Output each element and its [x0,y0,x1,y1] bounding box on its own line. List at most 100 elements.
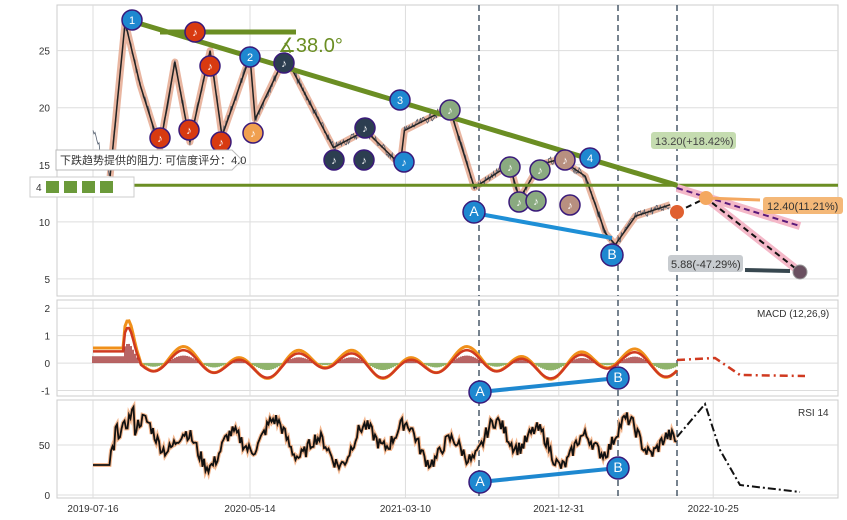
projection-label-down: 5.88(-47.29%) [668,255,743,272]
rsi-B-marker [606,456,630,480]
rsi-projection [676,401,801,493]
projection-end-marker [792,264,808,280]
note-marker [184,21,206,43]
note-marker [242,122,264,144]
note-marker-label: ♪ [186,125,192,137]
note-marker-label: ♪ [401,157,407,169]
y-tick-label: 2 [44,304,50,315]
projection-line-up [676,187,801,227]
rsi-line [93,404,677,476]
svg-text:12.40(11.21%): 12.40(11.21%) [767,201,838,213]
macd-B-marker [606,366,630,390]
macd-signal-line [93,326,678,380]
note-marker-label: ♪ [447,105,453,117]
note-marker [354,117,376,139]
wave-A-marker-label: A [469,203,479,219]
wave-4-marker-label: 4 [587,153,593,165]
note-marker-label: ♪ [537,165,543,177]
macd-A-marker-label: A [475,383,485,399]
wave-2-marker-label: 2 [247,52,253,64]
note-marker-label: ♪ [192,27,198,39]
note-marker-label: ♪ [567,200,573,212]
y-tick-label: 0 [44,491,50,502]
wave-3-marker-label: 3 [397,95,403,107]
wave-B-marker [600,243,624,267]
rsi-divergence-line [479,466,619,484]
note-marker-label: ♪ [250,128,256,140]
wave-1-marker [121,9,143,31]
note-marker [393,151,415,173]
x-tick-label: 2020-05-14 [224,504,276,515]
rsi-B-marker-label: B [613,459,622,475]
x-tick-label: 2022-10-25 [688,504,740,515]
y-tick-label: 20 [39,104,51,115]
note-marker-label: ♪ [157,133,163,145]
note-marker [149,127,171,149]
y-tick-label: 50 [39,441,51,452]
note-marker [525,190,547,212]
y-tick-label: 0 [44,359,50,370]
y-tick-label: 15 [39,161,51,172]
svg-text:5.88(-47.29%): 5.88(-47.29%) [671,259,741,271]
note-marker-label: ♪ [516,197,522,209]
y-tick-label: 5 [44,275,50,286]
svg-text:下跌趋势提供的阻力: 可信度评分：4.0: 下跌趋势提供的阻力: 可信度评分：4.0 [60,153,246,167]
resistance-tooltip[interactable]: 下跌趋势提供的阻力: 可信度评分：4.0 [55,149,246,171]
note-marker [439,99,461,121]
projection-arrow [744,268,791,273]
projection-arrow [705,196,761,202]
note-marker-label: ♪ [207,61,213,73]
note-marker [273,52,295,74]
wave-B-marker-label: B [607,246,616,262]
wave-1-marker-label: 1 [129,15,135,27]
svg-text:4: 4 [36,183,42,194]
note-marker-label: ♪ [281,58,287,70]
note-marker-label: ♪ [507,162,513,174]
note-marker-label: ♪ [533,196,539,208]
note-marker-label: ♪ [362,123,368,135]
y-tick-label: 10 [39,218,51,229]
note-marker-label: ♪ [218,137,224,149]
x-tick-label: 2019-07-16 [67,504,119,515]
macd-B-marker-label: B [613,369,622,385]
wave-3-marker [389,89,411,111]
y-tick-label: 25 [39,47,51,58]
note-marker [199,55,221,77]
x-tick-label: 2021-03-10 [380,504,432,515]
note-marker [554,149,576,171]
note-marker [178,119,200,141]
wave-2-marker [239,46,261,68]
panel-frame [56,399,839,499]
wave-A-marker [462,200,486,224]
projection-label-up: 13.20(+18.42%) [651,132,736,149]
projection-label-mid: 12.40(11.21%) [763,197,843,214]
macd-divergence-line [479,376,619,394]
note-marker [559,194,581,216]
note-marker-label: ♪ [562,155,568,167]
x-tick-label: 2021-12-31 [533,504,585,515]
angle-label: ∡38.0° [278,35,343,57]
score-badge: 4 [29,176,135,198]
wave-path [109,21,671,246]
panel-frame [56,299,839,397]
note-marker-label: ♪ [331,155,337,167]
y-tick-label: 1 [44,332,50,343]
rsi-A-marker [468,470,492,494]
y-tick-label: -1 [41,387,50,398]
macd-projection [676,356,806,378]
projection-start-marker [670,205,684,219]
ab-line [473,211,613,240]
wave-4-marker [579,147,601,169]
svg-text:13.20(+18.42%): 13.20(+18.42%) [655,136,734,148]
note-marker-label: ♪ [361,155,367,167]
rsi-title: RSI 14 [798,408,829,419]
note-marker [529,159,551,181]
rsi-A-marker-label: A [475,473,485,489]
macd-A-marker [468,380,492,404]
projection-mid-marker [699,191,713,205]
note-marker [499,156,521,178]
macd-title: MACD (12,26,9) [757,309,829,320]
note-marker [323,149,345,171]
